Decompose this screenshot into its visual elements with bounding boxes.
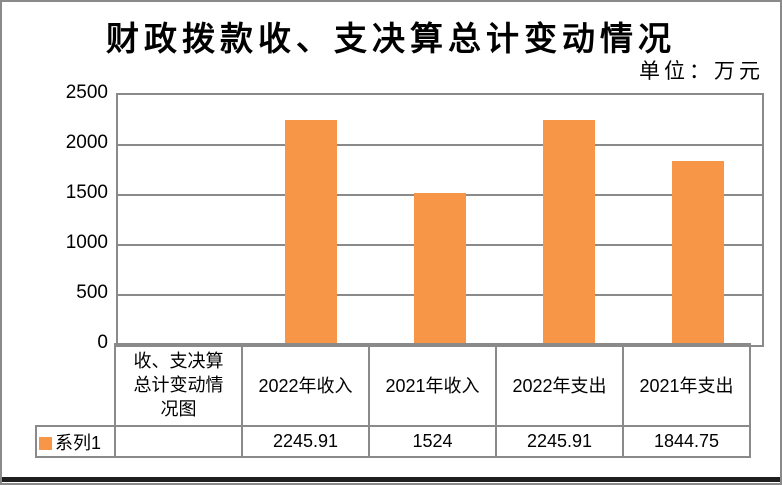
category-header-cell: 2022年收入 xyxy=(241,343,370,427)
value-cell: 2245.91 xyxy=(495,425,624,458)
legend-marker-icon xyxy=(39,436,52,450)
empty-value-cell xyxy=(114,425,243,458)
y-tick-label: 1000 xyxy=(65,232,108,253)
bar-2022年支出 xyxy=(543,120,595,345)
y-axis: 2500 2000 1500 1000 500 0 xyxy=(2,82,108,362)
y-tick-label: 2000 xyxy=(65,132,108,153)
category-header-cell: 2021年支出 xyxy=(622,343,751,427)
value-cell: 2245.91 xyxy=(241,425,370,458)
category-header-row: 收、支决算总计变动情况图 2022年收入 2021年收入 2022年支出 2021年支… xyxy=(36,343,751,427)
bar-2022年收入 xyxy=(285,120,337,345)
value-cell: 1524 xyxy=(368,425,497,458)
category-header-cell: 2021年收入 xyxy=(368,343,497,427)
gridline xyxy=(118,144,762,146)
chart-title: 财政拨款收、支决算总计变动情况 xyxy=(106,22,676,58)
y-tick-label: 500 xyxy=(76,282,108,303)
series-value-row: 系列1 2245.91 1524 2245.91 1844.75 xyxy=(35,425,751,458)
legend-spacer-cell xyxy=(36,344,115,426)
data-table: 收、支决算总计变动情况图 2022年收入 2021年收入 2022年支出 2021年支… xyxy=(35,343,751,458)
plot-area xyxy=(116,93,764,347)
value-cell: 1844.75 xyxy=(622,425,751,458)
unit-label: 单位：万元 xyxy=(639,60,764,83)
category-header-cell: 2022年支出 xyxy=(495,343,624,427)
y-tick-label: 2500 xyxy=(65,82,108,103)
bar-2021年收入 xyxy=(414,193,466,345)
y-tick-label: 1500 xyxy=(65,182,108,203)
bottom-edge xyxy=(2,477,780,482)
legend-label: 系列1 xyxy=(55,432,102,453)
y-tick-label: 0 xyxy=(97,332,108,353)
legend-cell: 系列1 xyxy=(35,425,116,458)
axis-title-cell: 收、支决算总计变动情况图 xyxy=(114,343,243,427)
bar-2021年支出 xyxy=(672,161,724,345)
